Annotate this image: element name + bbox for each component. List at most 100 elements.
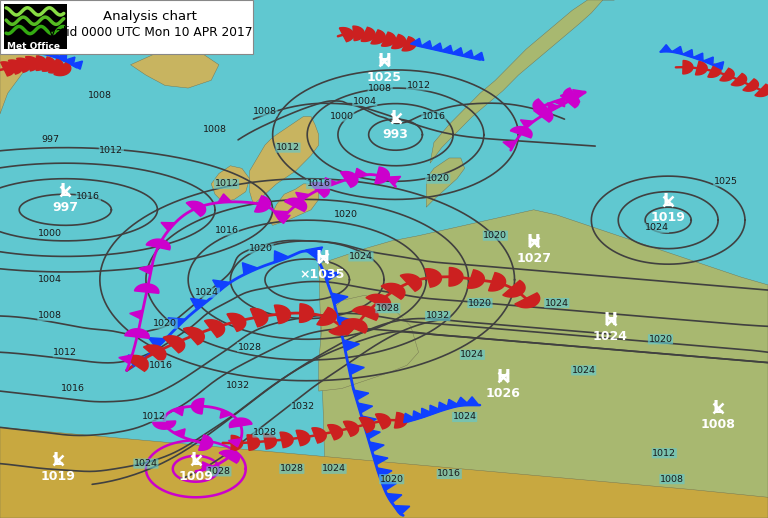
Polygon shape — [274, 251, 290, 263]
Text: 997: 997 — [41, 135, 59, 145]
Polygon shape — [146, 239, 170, 250]
Polygon shape — [296, 192, 310, 202]
Polygon shape — [387, 177, 401, 185]
Polygon shape — [323, 270, 340, 281]
Text: 1019: 1019 — [650, 211, 686, 224]
Polygon shape — [731, 74, 746, 86]
Polygon shape — [696, 62, 707, 75]
Polygon shape — [125, 329, 149, 338]
Polygon shape — [703, 57, 713, 65]
Polygon shape — [22, 44, 33, 51]
Polygon shape — [708, 64, 721, 77]
Text: 1027: 1027 — [516, 252, 551, 266]
Polygon shape — [426, 158, 465, 207]
Polygon shape — [521, 120, 534, 128]
Text: 1020: 1020 — [483, 231, 508, 240]
Polygon shape — [190, 298, 207, 309]
Polygon shape — [153, 421, 176, 429]
Polygon shape — [161, 222, 175, 231]
Polygon shape — [348, 363, 364, 375]
Polygon shape — [343, 340, 359, 351]
Text: 1024: 1024 — [571, 366, 596, 375]
Polygon shape — [462, 50, 474, 58]
Polygon shape — [353, 306, 378, 320]
Polygon shape — [263, 434, 276, 449]
Polygon shape — [362, 416, 376, 426]
Polygon shape — [163, 336, 184, 353]
Text: 1019: 1019 — [40, 470, 75, 483]
Polygon shape — [172, 407, 184, 415]
Polygon shape — [672, 47, 683, 54]
Polygon shape — [381, 283, 405, 299]
Text: 1012: 1012 — [652, 449, 677, 458]
Polygon shape — [382, 32, 396, 46]
Polygon shape — [312, 428, 326, 443]
Polygon shape — [168, 318, 185, 328]
Text: 1020: 1020 — [648, 335, 673, 344]
Text: L: L — [713, 399, 723, 417]
Polygon shape — [452, 48, 463, 56]
Polygon shape — [319, 210, 768, 518]
Polygon shape — [400, 274, 422, 291]
Text: Met Office: Met Office — [7, 42, 61, 51]
Polygon shape — [54, 63, 71, 76]
Polygon shape — [56, 53, 67, 62]
Polygon shape — [202, 462, 214, 471]
Polygon shape — [17, 58, 31, 73]
Text: L: L — [190, 451, 201, 469]
Polygon shape — [660, 45, 672, 51]
Polygon shape — [573, 90, 585, 98]
Polygon shape — [442, 45, 453, 53]
Text: L: L — [390, 109, 401, 127]
Polygon shape — [211, 166, 250, 202]
Text: 1016: 1016 — [306, 179, 331, 189]
Polygon shape — [488, 272, 505, 291]
Text: 1004: 1004 — [38, 275, 62, 284]
Polygon shape — [204, 320, 224, 337]
Polygon shape — [395, 412, 407, 428]
Text: 1000: 1000 — [38, 228, 62, 238]
Text: 1028: 1028 — [280, 464, 304, 473]
Polygon shape — [329, 320, 354, 335]
Polygon shape — [377, 468, 392, 478]
Text: 1020: 1020 — [425, 174, 450, 183]
Polygon shape — [174, 429, 185, 438]
Polygon shape — [317, 307, 336, 325]
Polygon shape — [48, 59, 64, 73]
Text: 1008: 1008 — [203, 125, 227, 134]
Polygon shape — [392, 35, 406, 49]
Text: 1020: 1020 — [153, 319, 177, 328]
Polygon shape — [39, 47, 50, 55]
Polygon shape — [219, 450, 240, 463]
Polygon shape — [449, 267, 463, 286]
Polygon shape — [533, 99, 551, 113]
Polygon shape — [510, 126, 532, 138]
Polygon shape — [191, 398, 204, 414]
Polygon shape — [431, 43, 442, 51]
Polygon shape — [381, 481, 396, 491]
Polygon shape — [564, 88, 580, 103]
Text: 1016: 1016 — [61, 384, 85, 393]
Polygon shape — [376, 414, 391, 429]
Polygon shape — [683, 61, 693, 74]
Polygon shape — [386, 494, 402, 503]
Polygon shape — [554, 98, 565, 107]
Polygon shape — [319, 295, 419, 391]
Text: 1012: 1012 — [141, 412, 166, 422]
Polygon shape — [48, 50, 58, 58]
Polygon shape — [515, 293, 540, 308]
Polygon shape — [64, 57, 75, 65]
Polygon shape — [430, 0, 614, 163]
Text: 1020: 1020 — [333, 210, 358, 220]
Polygon shape — [310, 182, 329, 197]
Polygon shape — [42, 57, 55, 71]
Polygon shape — [250, 309, 268, 327]
Polygon shape — [421, 40, 432, 49]
Text: 1016: 1016 — [149, 361, 174, 370]
Polygon shape — [503, 141, 516, 149]
Polygon shape — [250, 117, 319, 205]
Polygon shape — [404, 413, 416, 423]
Text: 1008: 1008 — [38, 311, 62, 321]
Text: 1032: 1032 — [226, 381, 250, 391]
Text: 1024: 1024 — [460, 350, 485, 359]
